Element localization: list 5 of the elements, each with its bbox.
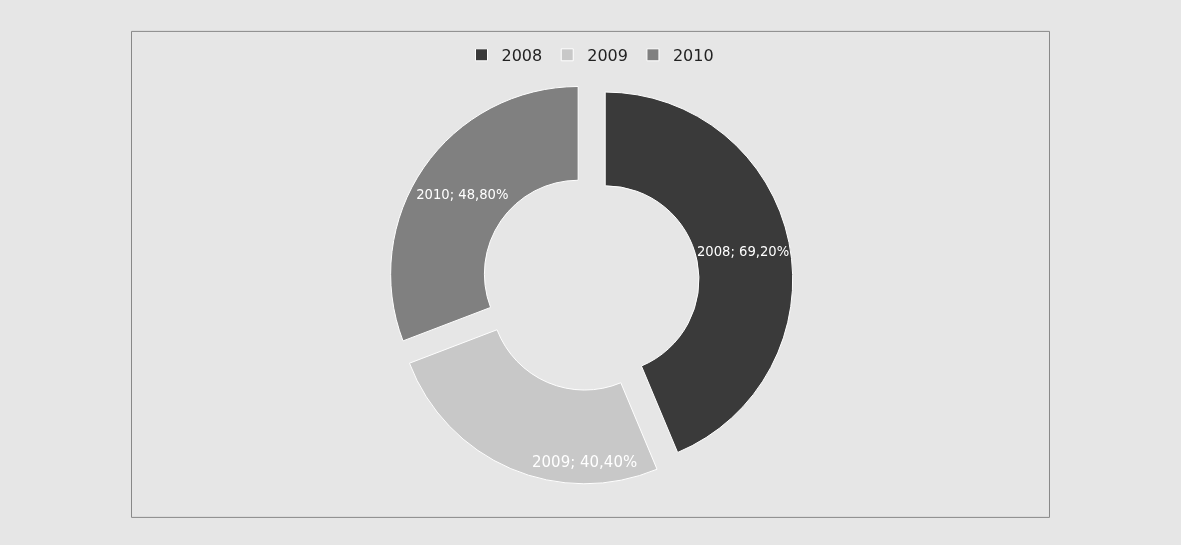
legend-label: 2009 <box>587 46 628 66</box>
legend-label: 2010 <box>672 46 714 66</box>
data-label: 2010; 48,80% <box>416 186 509 202</box>
legend-label: 2008 <box>501 46 543 66</box>
data-label: 2008; 69,20% <box>696 244 790 260</box>
